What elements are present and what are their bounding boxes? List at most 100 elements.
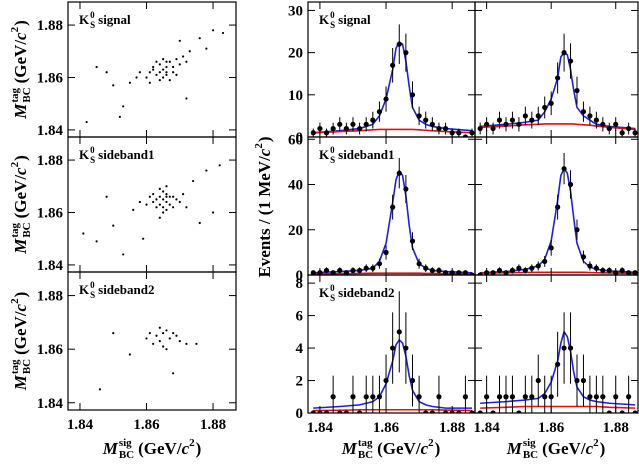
point <box>178 340 181 343</box>
data-point <box>310 270 316 275</box>
fit-curve <box>313 169 473 274</box>
data-point <box>490 270 496 275</box>
point <box>148 331 151 335</box>
data-point <box>522 113 528 119</box>
data-point <box>509 394 516 400</box>
label-part: c <box>11 303 30 311</box>
data-point <box>509 267 516 274</box>
point <box>158 216 161 219</box>
point <box>162 190 165 193</box>
data-point <box>469 272 475 275</box>
point <box>165 195 168 198</box>
fit-curve <box>480 405 636 409</box>
point <box>112 331 115 335</box>
data-point <box>390 345 396 351</box>
data-point <box>548 245 554 251</box>
point <box>165 73 168 76</box>
data-point <box>429 410 435 413</box>
data-point <box>330 270 336 275</box>
point <box>175 73 178 76</box>
data-point <box>587 113 593 119</box>
data-point <box>409 92 416 98</box>
point <box>155 73 158 76</box>
data-point <box>310 410 316 413</box>
data-point <box>343 270 349 275</box>
data-point <box>496 267 503 274</box>
label-part: (GeV/ <box>11 311 30 355</box>
fit-curve <box>480 167 636 274</box>
data-point <box>600 267 606 274</box>
data-point <box>376 109 383 115</box>
point <box>142 237 145 240</box>
data-point <box>490 125 496 132</box>
point <box>148 81 151 84</box>
fit-curve <box>480 329 636 406</box>
label-part: sig <box>119 437 132 449</box>
data-point <box>555 204 561 210</box>
point <box>205 47 208 50</box>
data-point <box>484 394 490 400</box>
point <box>155 60 158 63</box>
data-point <box>462 270 469 275</box>
data-point <box>409 238 416 244</box>
data-point <box>613 121 619 127</box>
data-point <box>503 121 509 127</box>
point <box>175 334 178 337</box>
label-part: BC <box>21 87 33 102</box>
point <box>165 60 168 63</box>
fit-curve <box>313 272 473 275</box>
y-tick-label: 2 <box>296 374 304 390</box>
label-part: 2 <box>9 298 21 304</box>
plot-area <box>82 164 221 256</box>
point <box>152 342 155 345</box>
y-tick-label: 10 <box>288 88 303 104</box>
data-point <box>529 265 535 271</box>
data-point <box>416 261 422 267</box>
point <box>148 195 151 198</box>
data-point <box>423 265 429 271</box>
point <box>128 353 131 356</box>
data-point <box>469 410 475 413</box>
data-point <box>606 267 612 274</box>
point <box>138 200 141 204</box>
data-point <box>626 270 632 275</box>
panel-label: 0 <box>330 10 335 20</box>
y-axis-title-text: Events / (1 MeV/c2) <box>253 136 274 277</box>
data-point <box>376 261 383 267</box>
data-point <box>580 377 587 384</box>
data-point <box>574 227 580 233</box>
point <box>162 345 165 348</box>
data-point <box>456 410 462 413</box>
data-point <box>619 267 625 274</box>
panel-label: signal <box>98 12 131 27</box>
data-point <box>587 394 593 400</box>
data-point <box>350 267 356 274</box>
point <box>152 68 155 71</box>
point <box>158 79 161 82</box>
label-part: ) <box>11 292 30 298</box>
point <box>95 240 98 243</box>
label-part: tag <box>9 359 21 374</box>
data-point <box>363 265 369 271</box>
label-part: BC <box>21 222 33 237</box>
data-point <box>516 265 522 271</box>
data-point <box>356 125 363 132</box>
point <box>158 195 161 198</box>
point <box>218 164 221 167</box>
point <box>191 179 195 183</box>
label-part: (GeV/ <box>542 439 586 458</box>
data-point <box>409 377 416 384</box>
panel-label: 0 <box>330 283 335 293</box>
point <box>205 169 208 172</box>
point <box>165 193 168 196</box>
point <box>172 71 175 74</box>
data-point <box>356 267 363 274</box>
panel-label: S <box>330 155 335 165</box>
data-point <box>416 394 422 400</box>
